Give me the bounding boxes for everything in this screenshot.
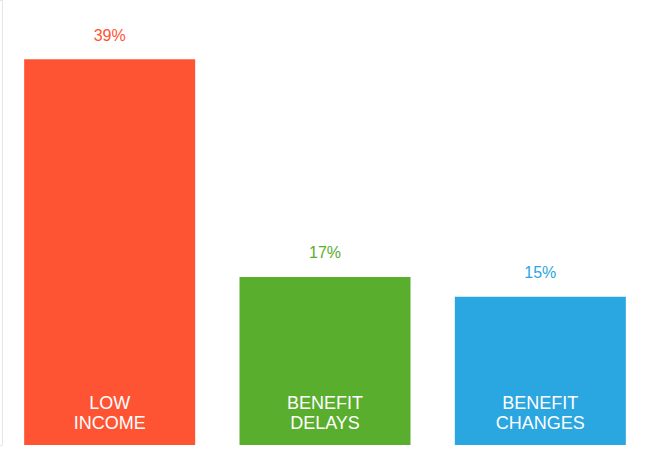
svg-text:39%: 39% bbox=[94, 27, 126, 44]
svg-text:BENEFIT: BENEFIT bbox=[287, 393, 363, 413]
svg-text:DELAYS: DELAYS bbox=[290, 413, 360, 433]
svg-text:15%: 15% bbox=[524, 264, 556, 281]
svg-text:CHANGES: CHANGES bbox=[496, 413, 585, 433]
svg-text:17%: 17% bbox=[309, 244, 341, 261]
svg-text:INCOME: INCOME bbox=[74, 413, 146, 433]
svg-text:LOW: LOW bbox=[89, 393, 130, 413]
svg-text:BENEFIT: BENEFIT bbox=[502, 393, 578, 413]
